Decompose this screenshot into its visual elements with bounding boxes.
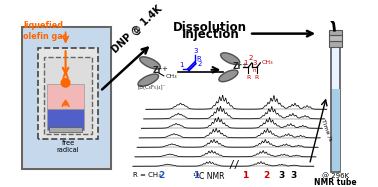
Text: 2: 2 bbox=[197, 61, 202, 67]
Text: Zr: Zr bbox=[232, 62, 242, 71]
Ellipse shape bbox=[138, 74, 159, 86]
FancyBboxPatch shape bbox=[331, 47, 341, 171]
Text: +: + bbox=[161, 66, 167, 72]
Polygon shape bbox=[22, 27, 111, 169]
Text: CH₃: CH₃ bbox=[166, 74, 177, 79]
Text: 1: 1 bbox=[194, 171, 200, 180]
FancyBboxPatch shape bbox=[332, 89, 339, 171]
FancyBboxPatch shape bbox=[329, 30, 342, 35]
Text: Time /s: Time /s bbox=[321, 119, 333, 142]
Polygon shape bbox=[24, 28, 110, 167]
Text: DNP @ 1.4K: DNP @ 1.4K bbox=[110, 4, 164, 55]
Text: liquefied
olefin gas: liquefied olefin gas bbox=[23, 21, 68, 41]
Text: 1: 1 bbox=[179, 62, 183, 68]
Text: 3: 3 bbox=[279, 171, 285, 180]
Text: 3: 3 bbox=[290, 171, 296, 180]
Polygon shape bbox=[62, 100, 69, 107]
Text: Dissolution: Dissolution bbox=[174, 21, 247, 34]
Text: Zr: Zr bbox=[152, 66, 162, 75]
Ellipse shape bbox=[219, 70, 238, 82]
Text: R: R bbox=[255, 75, 259, 80]
Text: @ 296K: @ 296K bbox=[322, 173, 349, 180]
Text: free
radical: free radical bbox=[57, 140, 79, 154]
Text: 3: 3 bbox=[252, 59, 257, 65]
Text: [B(C₆F₅)₄]⁻: [B(C₆F₅)₄]⁻ bbox=[138, 85, 166, 90]
Polygon shape bbox=[61, 78, 70, 87]
Text: R: R bbox=[197, 56, 201, 62]
Polygon shape bbox=[63, 70, 68, 78]
Text: ¹³C NMR: ¹³C NMR bbox=[193, 171, 225, 180]
Polygon shape bbox=[38, 48, 98, 139]
FancyBboxPatch shape bbox=[48, 85, 84, 109]
Polygon shape bbox=[44, 57, 92, 134]
Text: NMR tube: NMR tube bbox=[314, 177, 357, 187]
Text: 3: 3 bbox=[194, 48, 198, 54]
Ellipse shape bbox=[221, 53, 240, 65]
Text: +: + bbox=[242, 62, 247, 68]
Text: 2: 2 bbox=[263, 171, 270, 180]
Text: 2: 2 bbox=[249, 55, 253, 61]
Text: R: R bbox=[246, 75, 250, 80]
Text: //: // bbox=[229, 160, 240, 170]
FancyBboxPatch shape bbox=[329, 41, 342, 47]
FancyBboxPatch shape bbox=[49, 127, 82, 132]
Text: 1: 1 bbox=[242, 171, 248, 180]
Text: Injection: Injection bbox=[181, 28, 239, 42]
Text: 2: 2 bbox=[158, 171, 164, 180]
Text: 1: 1 bbox=[243, 59, 248, 65]
Ellipse shape bbox=[140, 57, 160, 69]
Text: R = CH₃: R = CH₃ bbox=[133, 171, 161, 177]
FancyBboxPatch shape bbox=[48, 109, 84, 130]
FancyBboxPatch shape bbox=[329, 35, 342, 41]
Text: CH₃: CH₃ bbox=[261, 60, 273, 65]
Text: n: n bbox=[253, 68, 256, 73]
